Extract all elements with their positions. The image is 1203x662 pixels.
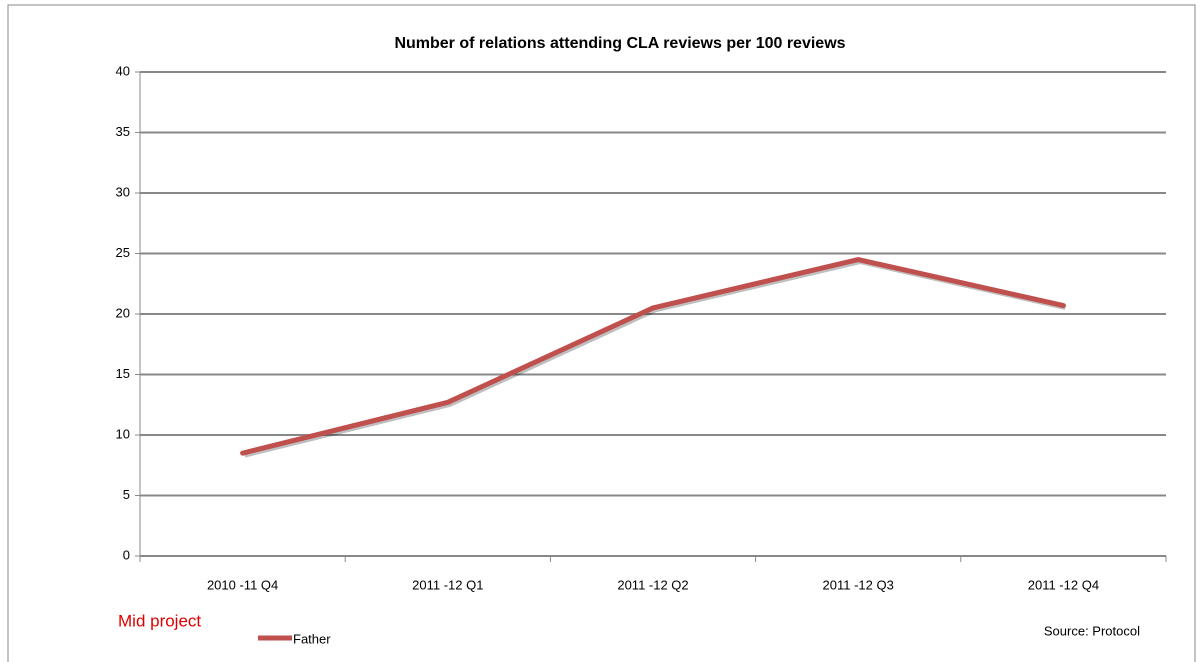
y-tick-label: 40 [116,63,130,78]
series-line [240,257,1066,456]
annotation: Source: Protocol [1044,623,1140,638]
y-tick-label: 15 [116,366,130,381]
y-tick-label: 5 [123,487,130,502]
x-tick-label: 2011 -12 Q1 [412,577,483,592]
x-tick-label: 2011 -12 Q4 [1028,577,1099,592]
x-tick-label: 2010 -11 Q4 [207,577,278,592]
y-tick-label: 20 [116,305,130,320]
legend-label: Father [293,631,331,646]
y-tick-label: 10 [116,426,130,441]
annotation: Mid project [118,611,201,630]
y-tick-label: 30 [116,184,130,199]
chart-title: Number of relations attending CLA review… [394,35,845,52]
y-tick-label: 35 [116,124,130,139]
x-tick-label: 2011 -12 Q3 [823,577,894,592]
y-tick-label: 0 [123,547,130,562]
y-tick-label: 25 [116,245,130,260]
x-tick-label: 2011 -12 Q2 [617,577,688,592]
